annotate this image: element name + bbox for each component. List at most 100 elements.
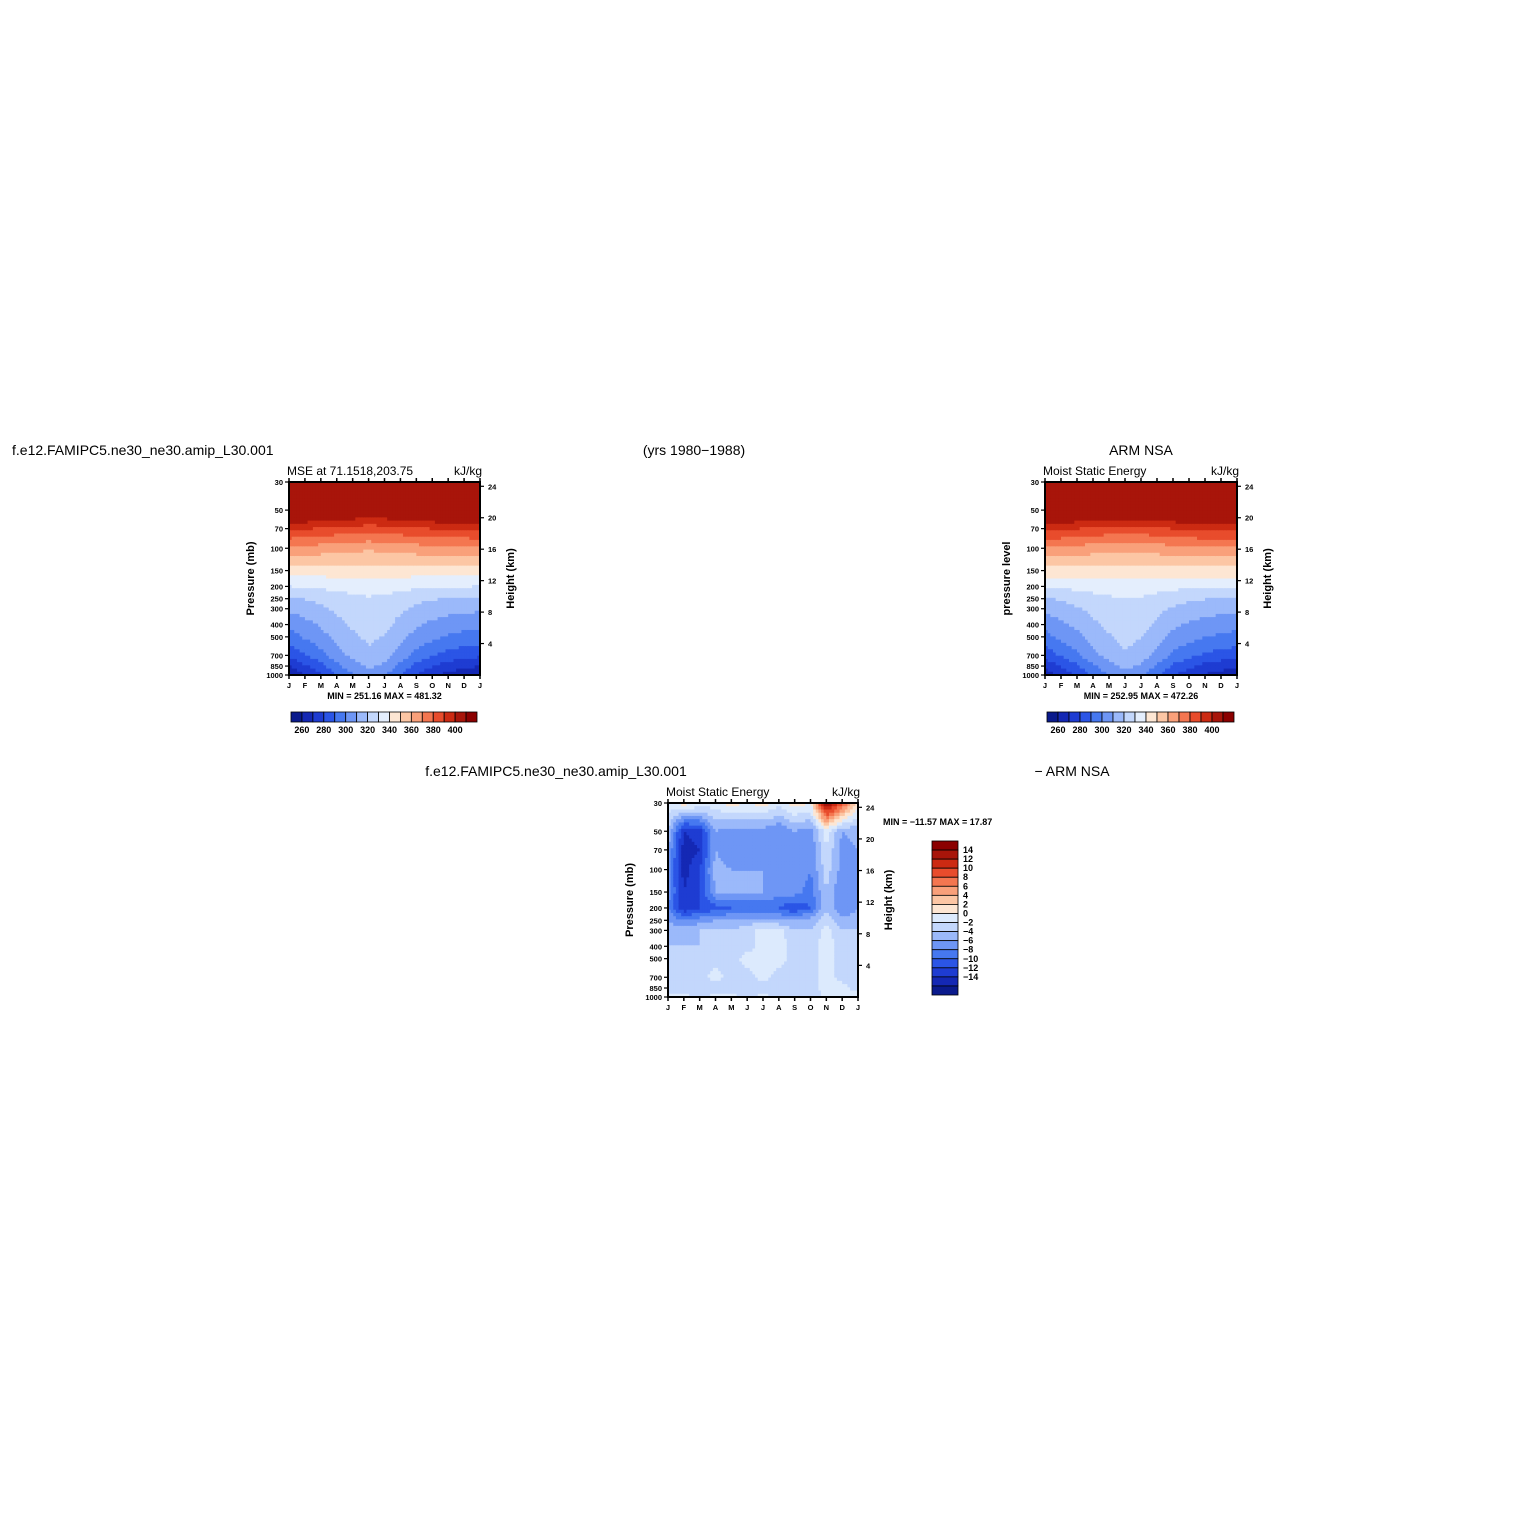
contour-cell xyxy=(371,665,375,670)
contour-cell xyxy=(429,604,433,609)
contour-cell xyxy=(323,594,327,599)
contour-cell xyxy=(373,613,378,618)
contour-cell xyxy=(392,620,396,625)
contour-cell xyxy=(320,507,325,512)
contour-cell xyxy=(323,604,327,609)
contour-cell xyxy=(339,546,343,551)
contour-cell xyxy=(342,649,346,654)
contour-cell xyxy=(339,646,343,650)
contour-cell xyxy=(355,527,359,531)
contour-cell xyxy=(371,620,375,625)
contour-cell xyxy=(315,539,319,544)
contour-cell xyxy=(416,649,420,654)
contour-cell xyxy=(429,671,433,676)
contour-cell xyxy=(302,491,306,496)
contour-cell xyxy=(418,575,423,580)
contour-cell xyxy=(360,530,364,535)
contour-cell xyxy=(411,536,415,541)
contour-cell xyxy=(418,565,423,570)
contour-cell xyxy=(344,604,348,609)
contour-cell xyxy=(315,610,319,615)
contour-cell xyxy=(326,523,330,528)
contour-cell xyxy=(336,575,340,580)
contour-cell xyxy=(434,620,439,625)
contour-cell xyxy=(320,504,325,509)
contour-cell xyxy=(418,610,423,615)
contour-cell xyxy=(403,581,407,586)
contour-cell xyxy=(442,658,447,663)
contour-cell xyxy=(405,662,409,666)
contour-cell xyxy=(392,639,396,644)
contour-cell xyxy=(331,671,335,676)
contour-cell xyxy=(416,507,420,512)
contour-cell xyxy=(373,514,378,518)
contour-cell xyxy=(347,652,351,657)
contour-cell xyxy=(331,588,335,592)
contour-cell xyxy=(437,591,441,596)
contour-cell xyxy=(294,494,298,499)
contour-cell xyxy=(302,633,306,637)
contour-cell xyxy=(326,639,330,644)
contour-cell xyxy=(408,494,412,499)
contour-cell xyxy=(299,498,303,502)
contour-cell xyxy=(397,546,402,551)
contour-cell xyxy=(400,629,404,634)
contour-cell xyxy=(328,620,333,625)
contour-cell xyxy=(326,517,330,522)
contour-cell xyxy=(296,507,301,512)
contour-cell xyxy=(320,620,325,625)
contour-cell xyxy=(347,617,351,621)
contour-cell xyxy=(442,546,447,551)
contour-cell xyxy=(294,597,298,602)
contour-cell xyxy=(413,649,417,654)
contour-cell xyxy=(315,658,319,663)
contour-cell xyxy=(307,543,311,547)
contour-cell xyxy=(334,633,338,637)
contour-cell xyxy=(342,494,346,499)
contour-cell xyxy=(312,482,317,486)
contour-cell xyxy=(376,607,380,612)
contour-cell xyxy=(360,549,364,554)
contour-cell xyxy=(352,507,356,512)
contour-cell xyxy=(355,530,359,535)
contour-cell xyxy=(302,514,306,518)
contour-cell xyxy=(304,501,309,506)
contour-cell xyxy=(352,562,356,567)
contour-cell xyxy=(294,575,298,580)
contour-cell xyxy=(323,639,327,644)
contour-cell xyxy=(389,520,394,525)
contour-cell xyxy=(416,581,420,586)
contour-cell xyxy=(426,491,431,496)
contour-cell xyxy=(421,668,425,673)
contour-cell xyxy=(302,639,306,644)
contour-cell xyxy=(315,604,319,609)
contour-cell xyxy=(326,649,330,654)
contour-cell xyxy=(421,658,425,663)
contour-cell xyxy=(302,613,306,618)
contour-cell xyxy=(357,642,362,647)
contour-cell xyxy=(373,668,378,673)
contour-cell xyxy=(299,594,303,599)
contour-cell xyxy=(296,482,301,486)
contour-cell xyxy=(302,617,306,621)
contour-cell xyxy=(291,572,295,576)
contour-cell xyxy=(440,639,444,644)
contour-cell xyxy=(315,520,319,525)
contour-cell xyxy=(355,498,359,502)
contour-cell xyxy=(291,565,295,570)
contour-cell xyxy=(373,530,378,535)
contour-cell xyxy=(389,517,394,522)
contour-cell xyxy=(442,543,447,547)
contour-cell xyxy=(418,552,423,557)
contour-cell xyxy=(432,591,436,596)
contour-cell xyxy=(289,485,293,490)
contour-cell xyxy=(331,623,335,628)
contour-cell xyxy=(289,607,293,612)
contour-cell xyxy=(294,623,298,628)
contour-cell xyxy=(304,485,309,490)
contour-cell xyxy=(334,613,338,618)
contour-cell xyxy=(331,517,335,522)
contour-cell xyxy=(376,671,380,676)
contour-cell xyxy=(403,578,407,583)
contour-cell xyxy=(296,520,301,525)
